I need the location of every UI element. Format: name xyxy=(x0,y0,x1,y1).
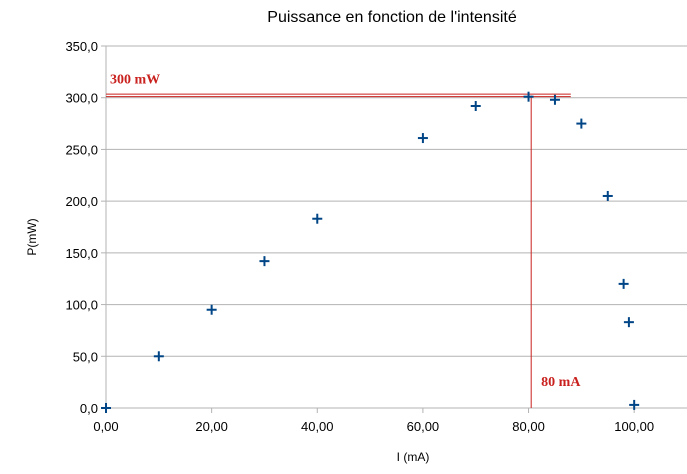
y-tick-label: 300,0 xyxy=(65,91,98,106)
axes: 0,0 50,0 100,0 150,0 200,0 250,0 300,0 350,0 0,0… xyxy=(65,39,687,434)
data-point xyxy=(312,213,323,224)
x-tick-label: 100,00 xyxy=(614,419,654,434)
gridlines xyxy=(106,45,687,357)
data-point xyxy=(618,278,629,289)
data-point xyxy=(470,100,481,111)
data-point xyxy=(523,91,534,102)
data-point xyxy=(629,399,640,410)
data-point xyxy=(549,94,560,105)
y-tick-label: 0,0 xyxy=(80,401,98,416)
data-point xyxy=(206,304,217,315)
y-tick-label: 50,0 xyxy=(73,349,98,364)
y-tick-label: 350,0 xyxy=(65,39,98,54)
data-points xyxy=(101,91,640,413)
y-tick-label: 150,0 xyxy=(65,246,98,261)
data-point xyxy=(602,190,613,201)
y-axis-label: P(mW) xyxy=(25,218,39,255)
x-tick-label: 40,00 xyxy=(301,419,334,434)
data-point xyxy=(153,351,164,362)
chart-title: Puissance en fonction de l'intensité xyxy=(267,9,517,26)
data-point xyxy=(417,133,428,144)
y-tick-label: 250,0 xyxy=(65,142,98,157)
x-axis-label: I (mA) xyxy=(397,450,430,464)
annotation-80ma-label: 80 mA xyxy=(541,375,581,390)
data-point xyxy=(259,256,270,267)
data-point xyxy=(101,403,111,413)
annotations: 300 mW 80 mA xyxy=(106,73,581,408)
x-tick-label: 80,00 xyxy=(512,419,545,434)
annotation-300mw-label: 300 mW xyxy=(110,73,160,88)
y-tick-label: 200,0 xyxy=(65,194,98,209)
x-tick-label: 60,00 xyxy=(407,419,440,434)
y-tick-label: 100,0 xyxy=(65,298,98,313)
x-tick-label: 20,00 xyxy=(195,419,228,434)
x-tick-label: 0,00 xyxy=(93,419,118,434)
data-point xyxy=(623,317,634,328)
data-point xyxy=(576,118,587,129)
